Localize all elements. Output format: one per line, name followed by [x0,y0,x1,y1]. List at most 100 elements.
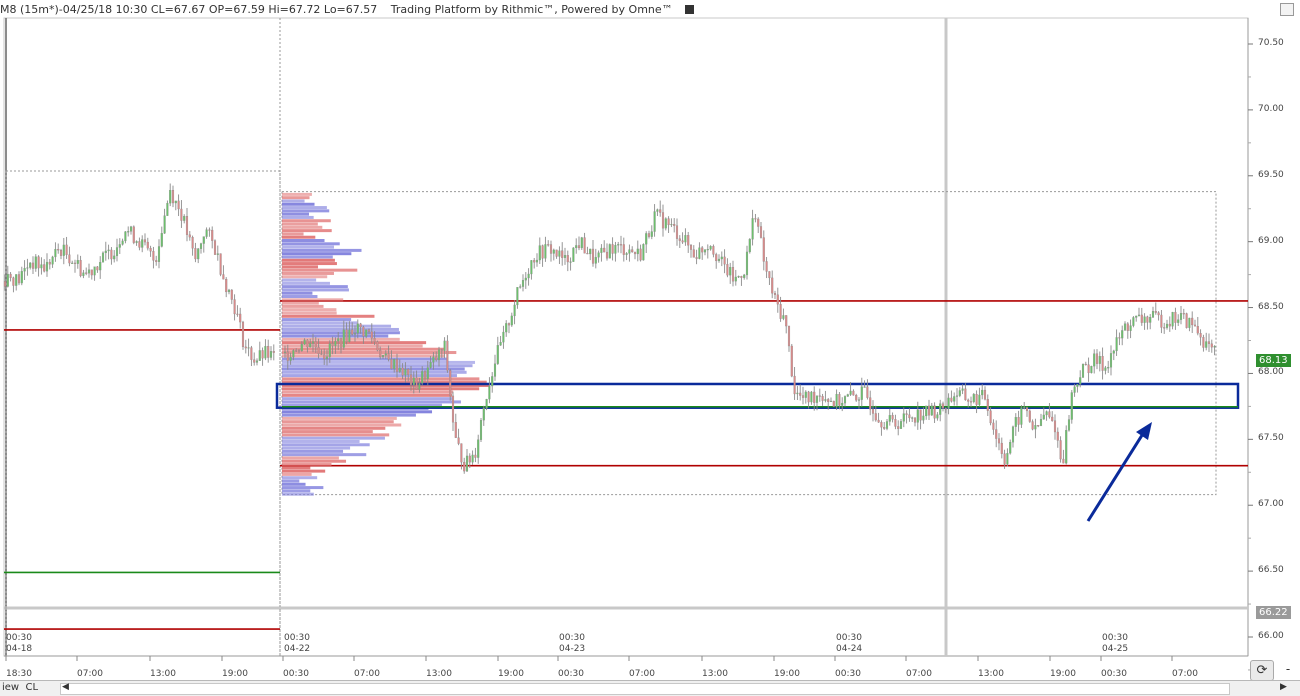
horizontal-scroll-track[interactable] [60,683,1230,695]
candle-body [1185,313,1188,328]
candle-body [1115,337,1118,352]
profile-bar [282,222,318,226]
profile-bar [282,278,317,282]
candle-body [787,325,791,347]
candle-body [37,256,40,269]
candle-body [645,233,648,245]
window-restore-icon[interactable] [1280,3,1294,16]
profile-bar [282,449,344,453]
candle-body [1137,314,1141,317]
candle-body [87,269,91,274]
candle-body [353,333,357,335]
candle-body [34,256,37,269]
candle-body [717,258,721,262]
candle-body [418,383,421,390]
candle-body [423,371,427,380]
profile-bar [282,456,339,460]
candle-body [1121,330,1124,339]
candle-body [471,454,474,463]
price-chart[interactable] [0,0,1300,680]
candle-body [59,250,63,256]
candle-body [1003,453,1006,465]
profile-box-current [281,191,1217,496]
candle-body [362,326,365,337]
candle-body [897,426,900,429]
candle-body [583,237,586,254]
candle-body [995,429,998,439]
candle-body [541,245,544,259]
candle-body [421,371,424,384]
candle-body [507,323,511,326]
candle-body [1034,425,1037,430]
profile-bar [282,298,344,302]
candle-body [866,386,869,398]
candle-body [930,405,933,416]
info-toggle-icon[interactable] [684,5,694,14]
candle-body [236,313,239,315]
candle-body [701,247,704,253]
candle-body [485,398,488,409]
candle-body [785,315,788,327]
candle-body [1023,407,1026,409]
candle-body [664,218,667,229]
hour-label: 07:00 [77,669,103,679]
profile-bar [282,275,328,279]
scroll-right-icon[interactable]: ▶ [1280,682,1287,692]
bottom-scrollbar[interactable]: iew CL ◀ ▶ [0,680,1300,696]
profile-bar [282,258,335,262]
candle-body [561,250,564,258]
candle-body [821,396,824,401]
candle-body [505,323,508,333]
candle-body [474,454,477,458]
scroll-left-icon[interactable]: ◀ [62,682,69,692]
candle-body [978,394,981,405]
candle-body [1207,341,1211,344]
candle-body [687,235,690,246]
candle-body [57,249,60,251]
candle-body [639,248,642,261]
profile-bar [282,459,347,463]
candle-body [552,249,555,254]
profile-bar [282,463,332,467]
candle-body [860,386,863,400]
session-date-label: 04-23 [559,644,586,654]
candle-body [563,255,567,258]
candle-body [729,267,732,276]
profile-bar [282,492,314,496]
candle-body [398,367,401,372]
candle-body [345,329,348,342]
candle-body [1112,350,1115,354]
profile-bar [282,410,433,414]
session-time-label: 00:30 [6,633,32,643]
candle-body [85,272,88,274]
candle-body [264,346,267,359]
candle-body [617,244,620,246]
zoom-out-button[interactable]: - [1285,662,1291,676]
candle-body [300,344,303,352]
candle-body [295,350,298,352]
candle-body [631,249,634,253]
candle-body [463,461,466,472]
profile-bar [282,341,427,345]
profile-bar [282,304,324,308]
candle-body [1199,333,1202,338]
candle-body [401,367,404,376]
candle-body [205,229,208,237]
profile-bar [282,472,312,476]
candle-body [465,455,469,472]
candle-body [614,245,617,254]
candle-body [891,415,894,420]
candle-body [135,241,138,243]
profile-bar [282,387,480,391]
hour-label: 13:00 [978,669,1004,679]
hour-label: 13:00 [702,669,728,679]
price-label: 66.50 [1258,565,1284,576]
candle-body [113,255,116,260]
candle-body [488,385,491,400]
profile-bar [282,413,416,417]
candle-body [586,253,589,255]
profile-bar [282,209,330,213]
reset-zoom-button[interactable]: ⟳ [1250,660,1274,681]
price-label: 68.50 [1258,301,1284,312]
candle-body [440,349,443,351]
